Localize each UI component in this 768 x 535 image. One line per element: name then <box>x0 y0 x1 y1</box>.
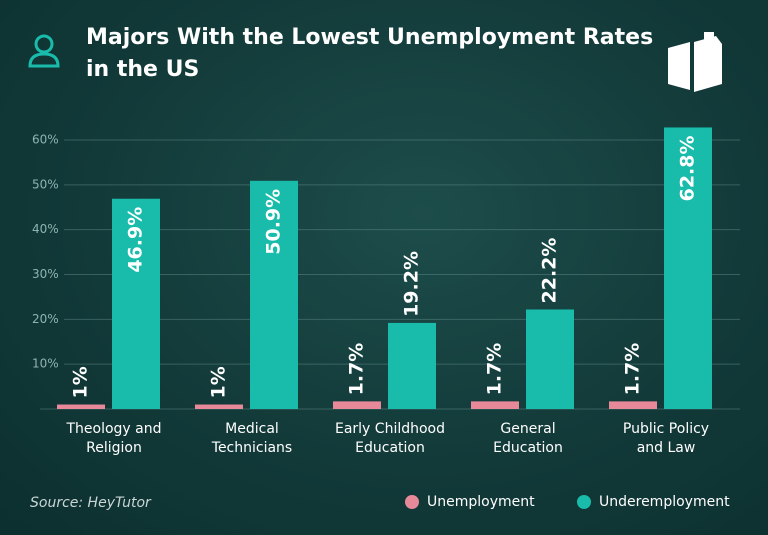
x-tick-label: Early Childhood Education <box>334 421 445 456</box>
bar <box>388 322 436 409</box>
value-label: 46.9% <box>125 207 147 273</box>
title-line: Majors With the Lowest Unemployment Rate… <box>86 25 653 50</box>
source: Source: HeyTutor <box>30 495 152 511</box>
bar <box>471 401 519 409</box>
y-tick-label: 60% <box>32 133 59 147</box>
legend-marker <box>405 495 419 509</box>
bar <box>664 127 712 409</box>
y-tick-label: 30% <box>32 267 59 281</box>
value-label: 50.9% <box>263 189 285 255</box>
value-label: 1% <box>70 366 92 398</box>
y-tick-label: 20% <box>32 312 59 326</box>
logo-icon <box>668 32 722 92</box>
x-tick-label: Public Policy and Law <box>622 421 710 456</box>
bar <box>112 198 160 409</box>
value-label: 19.2% <box>401 251 423 317</box>
legend-label: Underemployment <box>599 494 730 510</box>
bar <box>609 401 657 409</box>
y-tick-label: 50% <box>32 177 59 191</box>
bar <box>526 309 574 409</box>
y-tick-label: 40% <box>32 222 59 236</box>
value-label: 1.7% <box>484 343 506 396</box>
value-label: 1.7% <box>622 343 644 396</box>
value-label: 1% <box>208 366 230 398</box>
person-icon <box>28 34 60 68</box>
x-tick-label: Theology and Religion <box>66 421 162 456</box>
x-tick-label: General Education <box>493 421 563 456</box>
value-label: 62.8% <box>677 135 699 201</box>
value-label: 1.7% <box>346 343 368 396</box>
bar <box>250 180 298 409</box>
legend-label: Unemployment <box>427 494 535 510</box>
bar <box>333 401 381 409</box>
chart-title: Majors With the Lowest Unemployment Rate… <box>86 25 653 82</box>
bar <box>57 404 105 409</box>
y-tick-label: 10% <box>32 357 59 371</box>
legend-marker <box>577 495 591 509</box>
value-label: 22.2% <box>539 238 561 304</box>
bar <box>195 404 243 409</box>
title-line: in the US <box>86 57 199 82</box>
x-tick-label: Medical Technicians <box>211 421 293 456</box>
